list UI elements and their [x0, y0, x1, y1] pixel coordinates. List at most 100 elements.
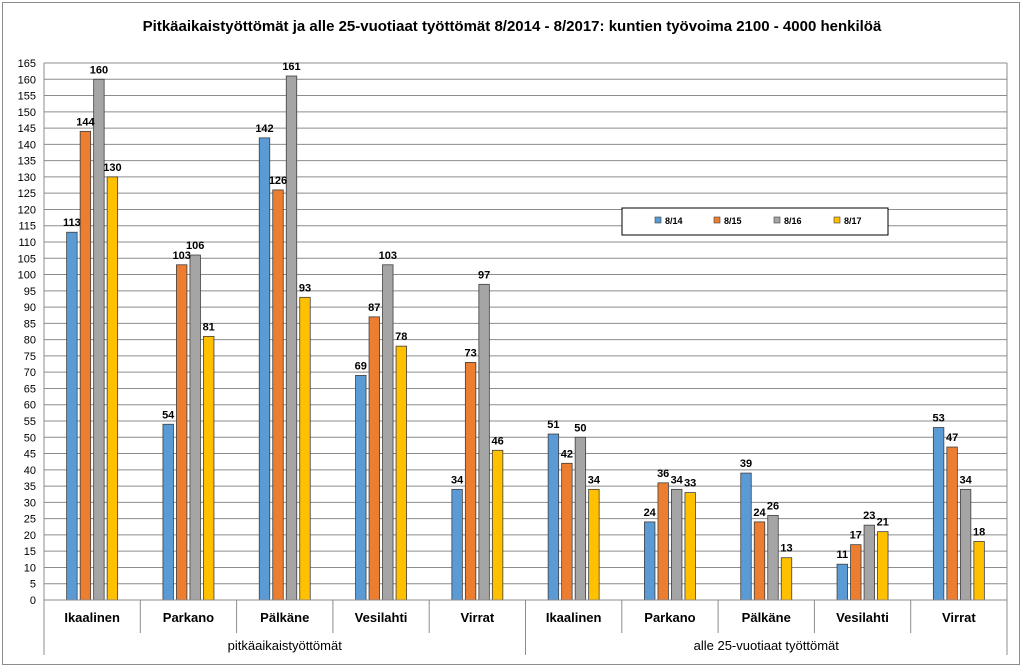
data-label: 113 — [63, 217, 81, 229]
bar — [66, 231, 78, 601]
category-label: Vesilahti — [355, 610, 408, 625]
data-label: 53 — [932, 413, 944, 425]
data-label: 36 — [657, 468, 669, 480]
y-tick-label: 40 — [24, 465, 36, 477]
data-label: 54 — [162, 409, 175, 421]
bar — [946, 446, 958, 601]
data-label: 78 — [395, 331, 407, 343]
legend-label: 8/17 — [844, 216, 862, 226]
y-tick-label: 95 — [24, 286, 36, 298]
y-tick-label: 10 — [24, 562, 36, 574]
bar — [93, 78, 105, 601]
y-tick-label: 70 — [24, 367, 36, 379]
legend-label: 8/15 — [724, 216, 742, 226]
bar — [299, 296, 311, 601]
bar — [877, 531, 889, 601]
category-label: Ikaalinen — [64, 610, 120, 625]
bar — [932, 427, 945, 601]
y-tick-label: 155 — [18, 91, 36, 103]
bar — [836, 563, 848, 601]
category-label: Parkano — [163, 610, 214, 625]
y-tick-label: 0 — [30, 595, 36, 607]
data-label: 50 — [574, 422, 586, 434]
y-tick-label: 45 — [24, 449, 36, 461]
data-label: 69 — [355, 360, 367, 372]
bar — [547, 433, 560, 601]
data-label: 34 — [451, 474, 464, 486]
y-tick-label: 120 — [18, 204, 36, 216]
data-label: 106 — [186, 240, 204, 252]
legend: 8/14 8/15 8/16 8/17 — [621, 207, 889, 236]
data-label: 46 — [491, 435, 503, 447]
data-label: 18 — [973, 526, 985, 538]
data-label: 24 — [753, 507, 766, 519]
y-tick-label: 80 — [24, 335, 36, 347]
y-tick-label: 75 — [24, 351, 36, 363]
data-label: 81 — [203, 321, 215, 333]
bar — [478, 283, 490, 601]
y-tick-label: 55 — [24, 416, 36, 428]
data-label: 93 — [299, 282, 311, 294]
data-label: 142 — [255, 123, 273, 135]
bar — [162, 423, 174, 601]
chart-title: Pitkäaikaistyöttömät ja alle 25-vuotiaat… — [143, 18, 882, 35]
data-label: 42 — [561, 448, 573, 460]
y-tick-label: 105 — [18, 253, 36, 265]
bar — [464, 362, 477, 601]
x-axis: Ikaalinen Parkano Pälkäne Vesilahti Virrat Ik… — [43, 599, 1008, 655]
bar — [106, 176, 119, 601]
bars — [66, 75, 985, 601]
data-label: 17 — [850, 530, 862, 542]
data-label: 13 — [780, 543, 792, 555]
data-label: 103 — [173, 250, 191, 262]
data-label: 23 — [863, 510, 875, 522]
y-tick-label: 30 — [24, 497, 36, 509]
group-label: alle 25-vuotiaat työttömät — [694, 638, 840, 653]
data-label: 73 — [464, 347, 476, 359]
bar — [740, 472, 752, 601]
y-tick-label: 145 — [18, 123, 36, 135]
y-tick-label: 115 — [18, 221, 36, 233]
bar — [657, 482, 669, 601]
legend-swatch — [654, 216, 662, 224]
data-label: 24 — [644, 507, 657, 519]
y-tick-label: 135 — [18, 156, 36, 168]
y-tick-label: 25 — [24, 514, 36, 526]
bar — [644, 521, 656, 601]
bar — [574, 436, 587, 601]
bar — [395, 345, 407, 601]
bar — [451, 488, 463, 601]
legend-swatch — [713, 216, 721, 224]
bar — [382, 264, 394, 601]
bar — [258, 137, 271, 601]
bar — [355, 375, 367, 601]
data-label: 87 — [368, 302, 380, 314]
y-axis: 0 5 10 15 20 25 30 35 40 45 50 55 60 65 70 75 80 85 90 95 10… — [18, 58, 1008, 607]
y-tick-label: 125 — [18, 188, 36, 200]
data-label: 47 — [946, 432, 958, 444]
data-label: 34 — [671, 474, 684, 486]
legend-swatch — [773, 216, 781, 224]
legend-label: 8/14 — [665, 216, 683, 226]
category-label: Parkano — [644, 610, 695, 625]
data-label: 144 — [76, 116, 95, 128]
bar — [863, 524, 875, 601]
data-label: 160 — [90, 64, 108, 76]
data-label: 126 — [269, 175, 287, 187]
y-tick-label: 5 — [30, 579, 36, 591]
category-label: Pälkäne — [260, 610, 309, 625]
y-tick-label: 160 — [18, 74, 36, 86]
legend-label: 8/16 — [784, 216, 802, 226]
data-label: 39 — [740, 458, 752, 470]
category-label: Ikaalinen — [546, 610, 602, 625]
y-tick-label: 140 — [18, 139, 36, 151]
category-label: Virrat — [942, 610, 976, 625]
y-tick-label: 110 — [18, 237, 36, 249]
y-tick-label: 165 — [18, 58, 36, 70]
y-tick-label: 35 — [24, 481, 36, 493]
bar — [671, 488, 683, 601]
bar — [368, 316, 380, 601]
y-tick-label: 60 — [24, 400, 36, 412]
data-label: 11 — [836, 549, 848, 561]
